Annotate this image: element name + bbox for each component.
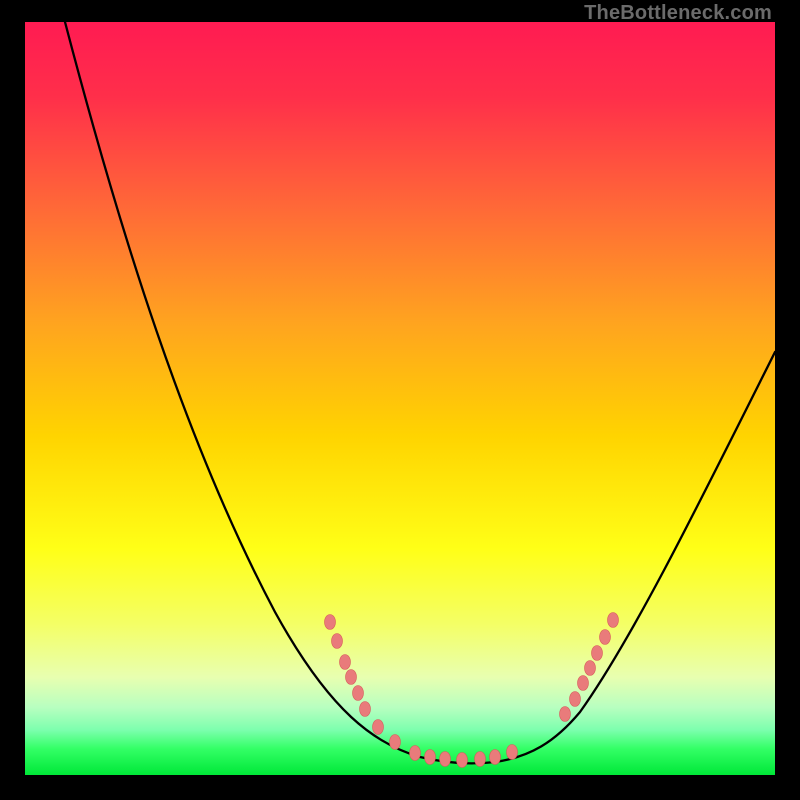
marker-group (325, 613, 619, 768)
marker-point (475, 752, 486, 767)
chart-frame: TheBottleneck.com (0, 0, 800, 800)
marker-point (353, 686, 364, 701)
marker-point (410, 746, 421, 761)
marker-point (440, 752, 451, 767)
marker-point (585, 661, 596, 676)
plot-area (25, 22, 775, 775)
marker-point (592, 646, 603, 661)
marker-point (457, 753, 468, 768)
marker-point (507, 745, 518, 760)
marker-point (578, 676, 589, 691)
marker-point (360, 702, 371, 717)
bottleneck-curve (65, 22, 775, 763)
marker-point (346, 670, 357, 685)
marker-point (490, 750, 501, 765)
marker-point (390, 735, 401, 750)
marker-point (570, 692, 581, 707)
marker-point (560, 707, 571, 722)
marker-point (608, 613, 619, 628)
curve-svg (25, 22, 775, 775)
marker-point (325, 615, 336, 630)
marker-point (600, 630, 611, 645)
marker-point (332, 634, 343, 649)
marker-point (373, 720, 384, 735)
marker-point (425, 750, 436, 765)
watermark-text: TheBottleneck.com (584, 2, 772, 25)
marker-point (340, 655, 351, 670)
